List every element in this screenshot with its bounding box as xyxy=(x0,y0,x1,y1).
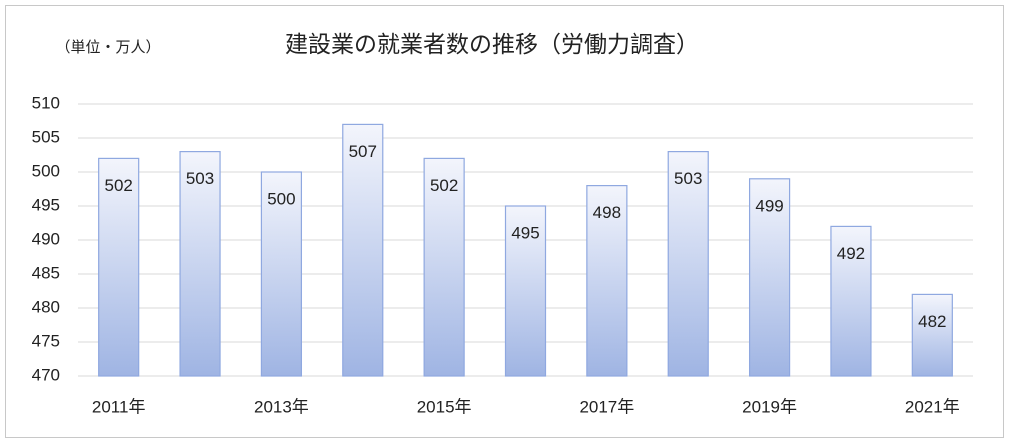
bar xyxy=(667,151,709,377)
data-label: 503 xyxy=(674,169,702,188)
bar xyxy=(98,157,140,377)
chart-title: 建設業の就業者数の推移（労働力調査） xyxy=(285,31,699,57)
unit-annotation: （単位・万人） xyxy=(55,39,160,56)
x-tick-label: 2015年 xyxy=(417,397,472,416)
data-label: 482 xyxy=(918,312,946,331)
bar xyxy=(586,185,628,377)
y-tick-label: 475 xyxy=(32,331,60,350)
y-tick-label: 510 xyxy=(32,93,60,112)
x-tick-label: 2013年 xyxy=(254,397,309,416)
bar xyxy=(911,293,953,377)
y-tick-label: 495 xyxy=(32,195,60,214)
x-tick-label: 2021年 xyxy=(905,397,960,416)
data-label: 502 xyxy=(430,176,458,195)
data-label: 498 xyxy=(593,203,621,222)
y-tick-label: 485 xyxy=(32,263,60,282)
data-label: 503 xyxy=(186,169,214,188)
data-label: 499 xyxy=(755,196,783,215)
y-tick-label: 480 xyxy=(32,297,60,316)
x-tick-label: 2019年 xyxy=(742,397,797,416)
data-label: 507 xyxy=(349,142,377,161)
bar xyxy=(748,178,791,377)
y-tick-label: 490 xyxy=(32,229,60,248)
y-tick-label: 500 xyxy=(32,161,60,180)
data-label: 500 xyxy=(267,189,295,208)
bar xyxy=(179,151,221,377)
bar xyxy=(504,205,547,377)
data-label: 495 xyxy=(511,223,539,242)
data-label: 492 xyxy=(837,244,865,263)
y-tick-label: 470 xyxy=(32,365,60,384)
bar xyxy=(423,157,465,377)
bar xyxy=(260,171,303,377)
x-tick-label: 2017年 xyxy=(579,397,634,416)
x-tick-label: 2011年 xyxy=(92,397,146,416)
data-label: 502 xyxy=(104,176,132,195)
y-tick-label: 505 xyxy=(32,127,60,146)
bar xyxy=(830,225,872,377)
bar xyxy=(342,123,384,377)
